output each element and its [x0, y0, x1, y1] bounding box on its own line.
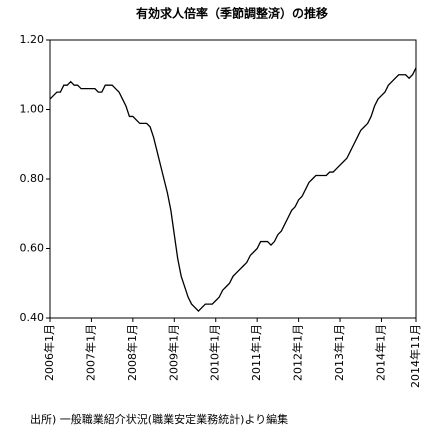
- x-tick-label: 2011年1月: [249, 324, 263, 381]
- x-tick-label: 2009年1月: [166, 324, 180, 381]
- x-tick-label: 2013年1月: [332, 324, 346, 381]
- data-line: [49, 67, 417, 312]
- x-tick-label: 2014年11月: [408, 324, 422, 388]
- x-tick-label: 2014年1月: [373, 324, 387, 381]
- x-tick-label: 2007年1月: [83, 324, 97, 381]
- x-tick-label: 2006年1月: [42, 324, 56, 381]
- y-tick-label: 1.00: [20, 103, 45, 116]
- source-note: 出所) 一般職業紹介状況(職業安定業務統計)より編集: [30, 412, 288, 426]
- x-tick-label: 2012年1月: [291, 324, 305, 381]
- y-tick-label: 0.80: [20, 172, 45, 185]
- chart-title: 有効求人倍率（季節調整済）の推移: [136, 6, 328, 21]
- x-tick-label: 2008年1月: [125, 324, 139, 381]
- y-tick-label: 0.40: [20, 311, 45, 324]
- y-tick-label: 1.20: [20, 33, 45, 46]
- x-tick-label: 2010年1月: [208, 324, 222, 381]
- y-tick-label: 0.60: [20, 242, 45, 255]
